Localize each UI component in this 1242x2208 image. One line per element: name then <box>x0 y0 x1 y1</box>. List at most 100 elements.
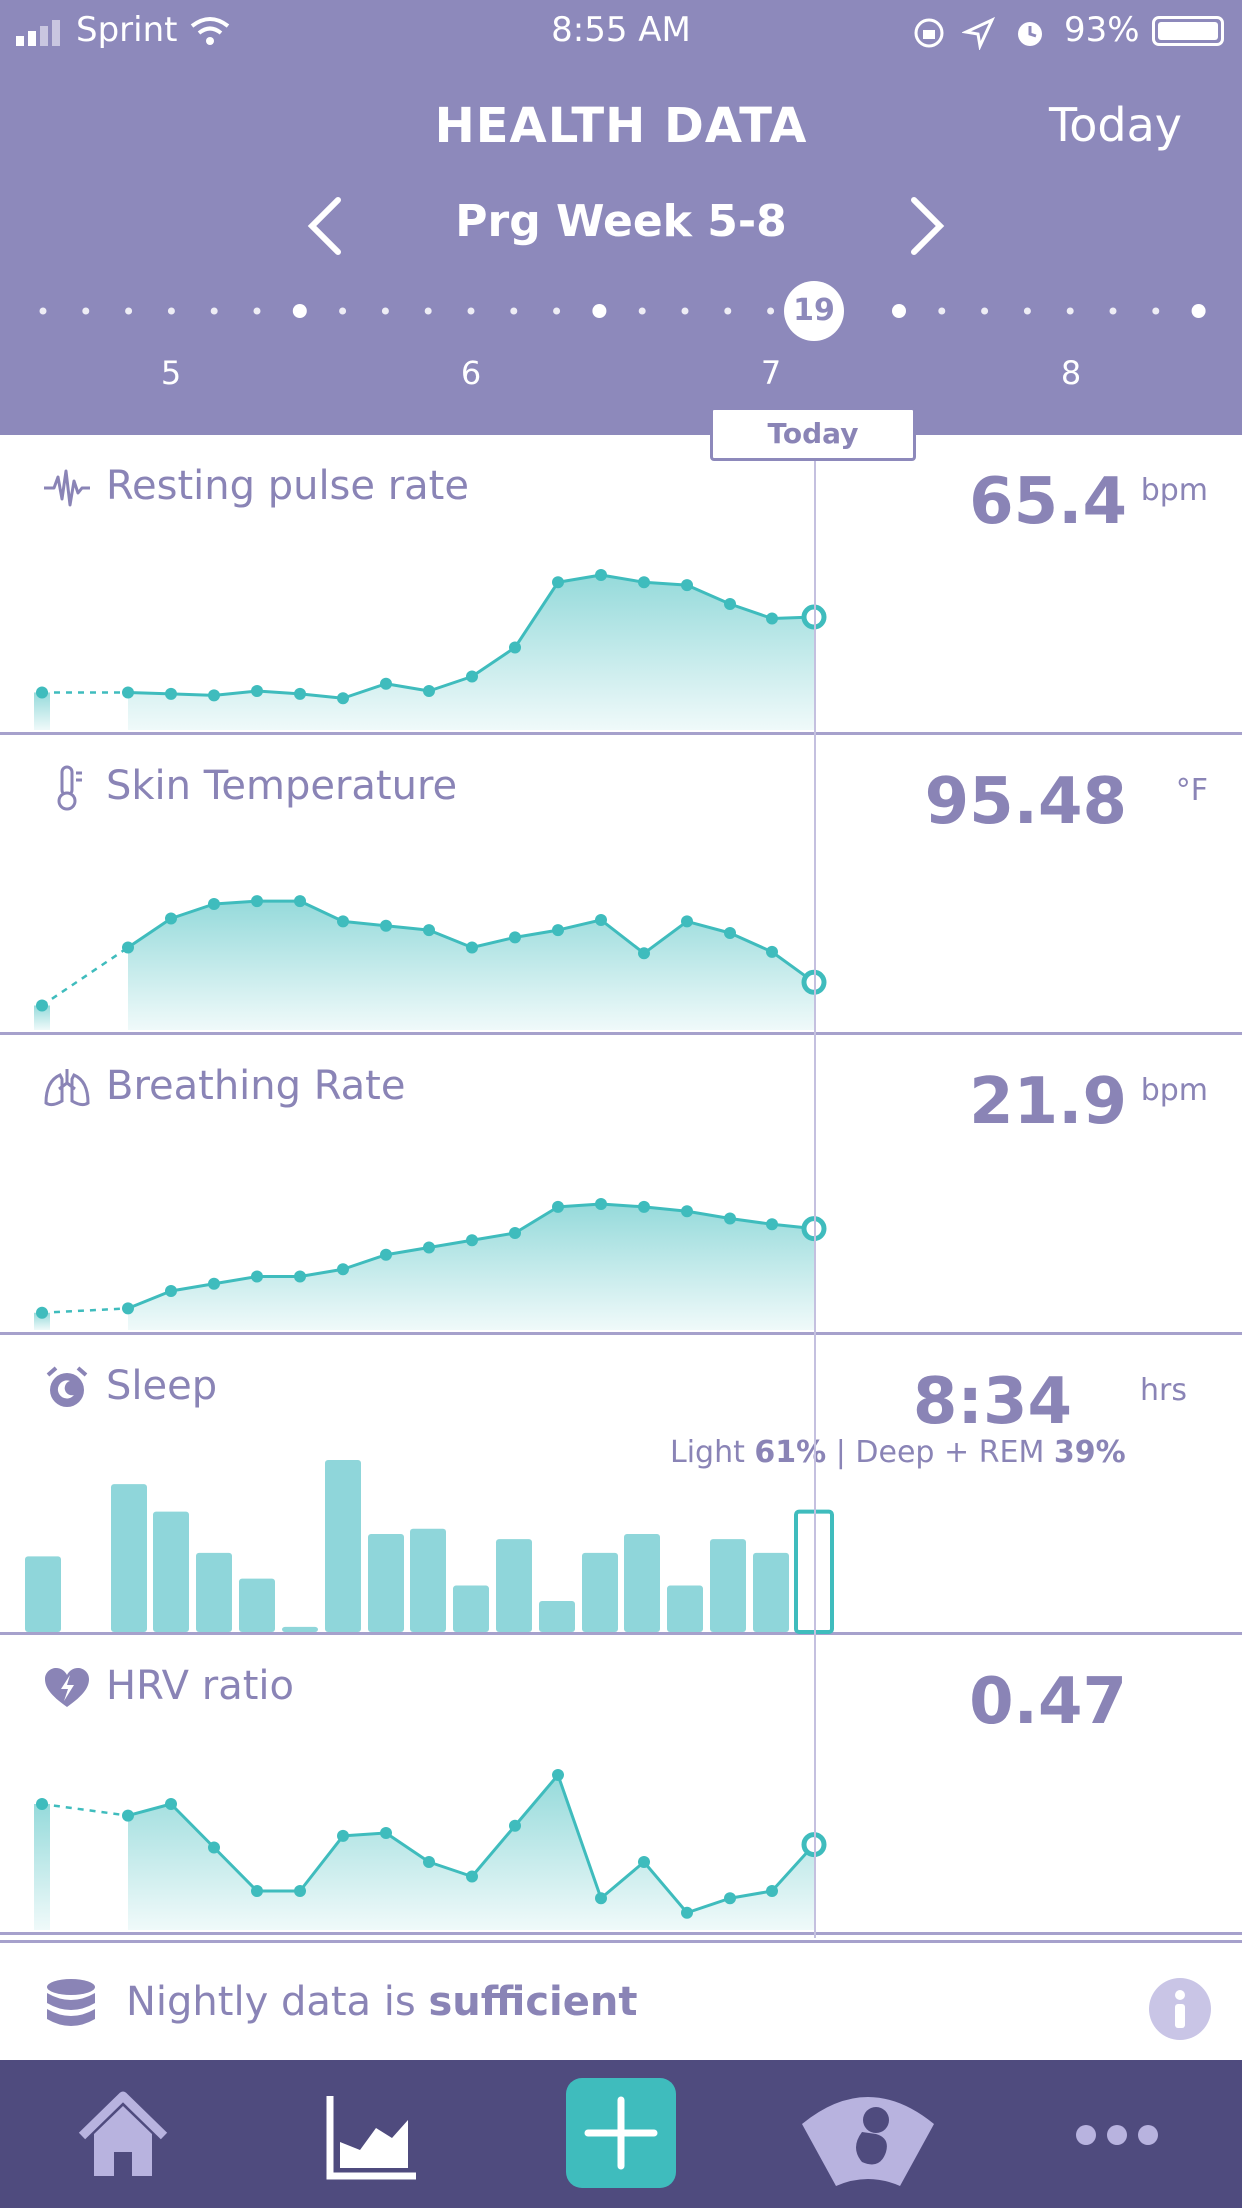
light-label: Light <box>670 1435 745 1470</box>
timeline-dot <box>1023 307 1031 315</box>
timeline-dot <box>1152 307 1160 315</box>
pulse-area <box>128 575 814 730</box>
skin-temp-point <box>681 915 693 928</box>
chart-icon[interactable] <box>316 2080 426 2190</box>
metric-row-hrv[interactable]: HRV ratio 0.47 <box>0 1635 1242 1935</box>
orientation-lock-icon <box>914 18 944 48</box>
breathing-point <box>122 1302 134 1315</box>
metric-row-breathing[interactable]: Breathing Rate 21.9 bpm <box>0 1035 1242 1335</box>
metric-row-skin-temp[interactable]: Skin Temperature 95.48 °F <box>0 735 1242 1035</box>
tab-bar <box>0 2060 1242 2208</box>
deep-rem-percent: 39% <box>1053 1435 1126 1470</box>
sleep-bar <box>539 1601 575 1632</box>
week-timeline[interactable]: 19 5 6 7 8 <box>0 280 1242 410</box>
week-number-5: 5 <box>160 354 182 392</box>
pulse-point <box>165 687 177 700</box>
skin-temp-point <box>122 941 134 954</box>
timeline-dot <box>210 307 218 315</box>
skin-temp-point <box>766 945 778 958</box>
timeline-dot <box>767 307 775 315</box>
sleep-bar <box>710 1539 746 1632</box>
sleep-bar <box>368 1533 404 1632</box>
hrv-point <box>165 1798 177 1810</box>
battery-percent: 93% <box>1064 10 1140 50</box>
timeline-dot <box>1191 304 1206 318</box>
metric-row-sleep[interactable]: Sleep 8:34 hrs Light 61% | Deep + REM 39… <box>0 1335 1242 1635</box>
hrv-point <box>36 1798 48 1810</box>
sleep-unit: hrs <box>1140 1373 1187 1408</box>
selected-day-marker[interactable]: 19 <box>784 281 844 341</box>
breathing-point <box>724 1212 736 1225</box>
signal-icon <box>16 20 60 46</box>
breathing-point <box>509 1227 521 1239</box>
home-icon[interactable] <box>68 2080 178 2190</box>
hrv-point <box>724 1892 736 1905</box>
today-tag: Today <box>710 407 916 461</box>
timeline-dot <box>592 304 607 318</box>
prev-week-button[interactable] <box>298 194 358 258</box>
sleep-bar <box>325 1460 361 1632</box>
sleep-bar <box>582 1552 618 1632</box>
skin-temp-value: 95.48 <box>924 765 1127 839</box>
pulse-unit: bpm <box>1140 473 1208 508</box>
today-button[interactable]: Today <box>1048 98 1182 152</box>
pulse-point <box>423 685 435 697</box>
location-icon <box>962 16 996 50</box>
breathing-point <box>337 1263 349 1276</box>
hrv-point <box>509 1819 521 1832</box>
timeline-dot <box>424 307 432 315</box>
skin-temp-point <box>595 913 607 926</box>
skin-temp-area-stub <box>34 1005 50 1030</box>
pulse-point <box>509 641 521 654</box>
battery-icon <box>1152 16 1224 46</box>
baby-ultrasound-icon[interactable] <box>800 2080 936 2190</box>
next-week-button[interactable] <box>894 194 954 258</box>
breathing-point <box>766 1218 778 1231</box>
skin-temp-point <box>208 898 220 910</box>
hrv-chart <box>34 1769 827 1930</box>
sleep-bar <box>282 1626 318 1632</box>
nightly-status: sufficient <box>428 1979 638 2025</box>
carrier-label: Sprint <box>76 10 178 50</box>
pulse-point <box>208 689 220 702</box>
pulse-point <box>380 677 392 690</box>
thermometer-icon <box>57 765 82 811</box>
pulse-chart <box>34 569 827 730</box>
hrv-point <box>208 1841 220 1854</box>
timeline-dot <box>253 307 261 315</box>
pulse-point <box>638 576 650 589</box>
pulse-point <box>681 579 693 592</box>
sleep-value: 8:34 <box>912 1365 1072 1439</box>
hrv-point <box>294 1885 306 1897</box>
pulse-point <box>552 576 564 589</box>
pulse-point <box>251 685 263 697</box>
nightly-data-status: Nightly data is sufficient <box>0 1940 1242 2060</box>
timeline-dot <box>1109 307 1117 315</box>
add-button[interactable] <box>566 2078 676 2188</box>
alarm-icon <box>1018 22 1042 46</box>
breathing-point <box>595 1198 607 1210</box>
timeline-dot <box>39 307 47 315</box>
hrv-point <box>766 1885 778 1897</box>
pulse-point <box>595 569 607 581</box>
breakdown-separator: | <box>826 1435 856 1470</box>
sleep-bar <box>624 1533 660 1632</box>
more-icon[interactable] <box>1062 2080 1172 2190</box>
skin-temp-area <box>128 901 814 1030</box>
breathing-point <box>251 1270 263 1283</box>
deep-rem-label: Deep + REM <box>855 1435 1045 1470</box>
sleep-bar <box>111 1484 147 1632</box>
sleep-bar <box>753 1552 789 1632</box>
breathing-point <box>423 1241 435 1254</box>
breathing-point <box>466 1234 478 1247</box>
timeline-dots[interactable] <box>0 280 1242 350</box>
breathing-point <box>165 1285 177 1297</box>
heart-bolt-icon <box>45 1668 89 1707</box>
info-icon[interactable] <box>1148 1977 1212 2041</box>
skin-temp-point <box>165 912 177 925</box>
skin-temp-chart <box>34 895 827 1030</box>
metric-row-pulse[interactable]: Resting pulse rate 65.4 bpm <box>0 435 1242 735</box>
timeline-dot <box>125 307 133 315</box>
lungs-icon <box>44 1069 90 1107</box>
skin-temp-label: Skin Temperature <box>106 763 458 809</box>
